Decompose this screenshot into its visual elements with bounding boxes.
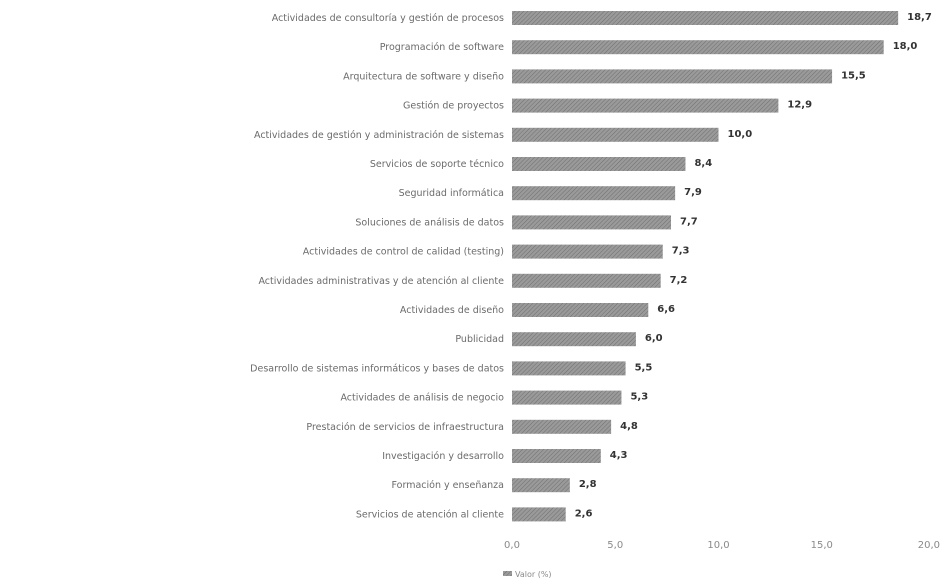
category-label: Formación y enseñanza	[392, 480, 504, 491]
tick-label: 0,0	[504, 540, 520, 551]
value-label: 5,5	[635, 362, 653, 373]
category-label: Actividades administrativas y de atenció…	[258, 276, 504, 287]
value-label: 2,6	[575, 508, 593, 519]
bar	[512, 40, 884, 55]
category-label: Actividades de diseño	[400, 305, 504, 316]
value-label: 18,7	[907, 12, 932, 23]
value-label: 7,7	[680, 216, 698, 227]
bars-group	[512, 11, 899, 522]
tick-label: 10,0	[707, 540, 729, 551]
category-label: Actividades de gestión y administración …	[254, 130, 504, 141]
bar	[512, 390, 622, 405]
bar	[512, 244, 663, 259]
value-label: 7,9	[684, 187, 702, 198]
category-label: Publicidad	[455, 334, 504, 345]
tick-label: 20,0	[918, 540, 940, 551]
category-labels: Actividades de consultoría y gestión de …	[250, 13, 504, 520]
value-label: 5,3	[630, 392, 648, 403]
category-label: Actividades de control de calidad (testi…	[303, 247, 504, 258]
category-label: Seguridad informática	[399, 188, 504, 199]
value-label: 18,0	[893, 41, 918, 52]
bar	[512, 11, 899, 25]
value-label: 4,3	[610, 450, 628, 461]
category-label: Actividades de análisis de negocio	[340, 393, 504, 404]
bar	[512, 419, 612, 434]
bar	[512, 273, 661, 288]
bar	[512, 215, 672, 230]
x-axis-ticks: 0,0 5,0 10,0 15,0 20,0	[504, 540, 940, 551]
value-label: 12,9	[787, 100, 812, 111]
legend: Valor (%)	[503, 570, 552, 578]
bar	[512, 303, 649, 317]
value-label: 7,3	[672, 246, 690, 257]
value-label: 15,5	[841, 70, 866, 81]
category-label: Programación de software	[380, 42, 504, 53]
bar	[512, 98, 779, 113]
category-label: Soluciones de análisis de datos	[355, 217, 504, 228]
value-label: 7,2	[670, 275, 688, 286]
tick-label: 5,0	[607, 540, 623, 551]
bar	[512, 186, 676, 201]
category-label: Desarrollo de sistemas informáticos y ba…	[250, 363, 504, 374]
value-label: 6,0	[645, 333, 663, 344]
value-label: 10,0	[728, 129, 753, 140]
bar	[512, 478, 570, 493]
bar	[512, 361, 626, 376]
bar	[512, 449, 601, 463]
value-label: 4,8	[620, 421, 638, 432]
value-label: 2,8	[579, 479, 597, 490]
value-labels: 18,7 18,0 15,5 12,9 10,0 8,4 7,9 7,7 7,3 7,2 6,6 6,…	[575, 12, 932, 519]
category-label: Servicios de soporte técnico	[370, 159, 504, 170]
category-label: Arquitectura de software y diseño	[343, 71, 504, 82]
bar	[512, 157, 686, 171]
category-label: Prestación de servicios de infraestructu…	[306, 422, 504, 433]
category-label: Servicios de atención al cliente	[356, 509, 504, 520]
bar	[512, 69, 833, 84]
legend-label: Valor (%)	[515, 570, 552, 578]
category-label: Actividades de consultoría y gestión de …	[272, 13, 504, 24]
value-label: 6,6	[657, 304, 675, 315]
legend-swatch	[503, 571, 512, 576]
tick-label: 15,0	[811, 540, 833, 551]
bar	[512, 127, 719, 142]
category-label: Investigación y desarrollo	[382, 451, 504, 462]
bar	[512, 507, 566, 522]
value-label: 8,4	[694, 158, 712, 169]
bar	[512, 332, 636, 347]
category-label: Gestión de proyectos	[403, 101, 504, 112]
